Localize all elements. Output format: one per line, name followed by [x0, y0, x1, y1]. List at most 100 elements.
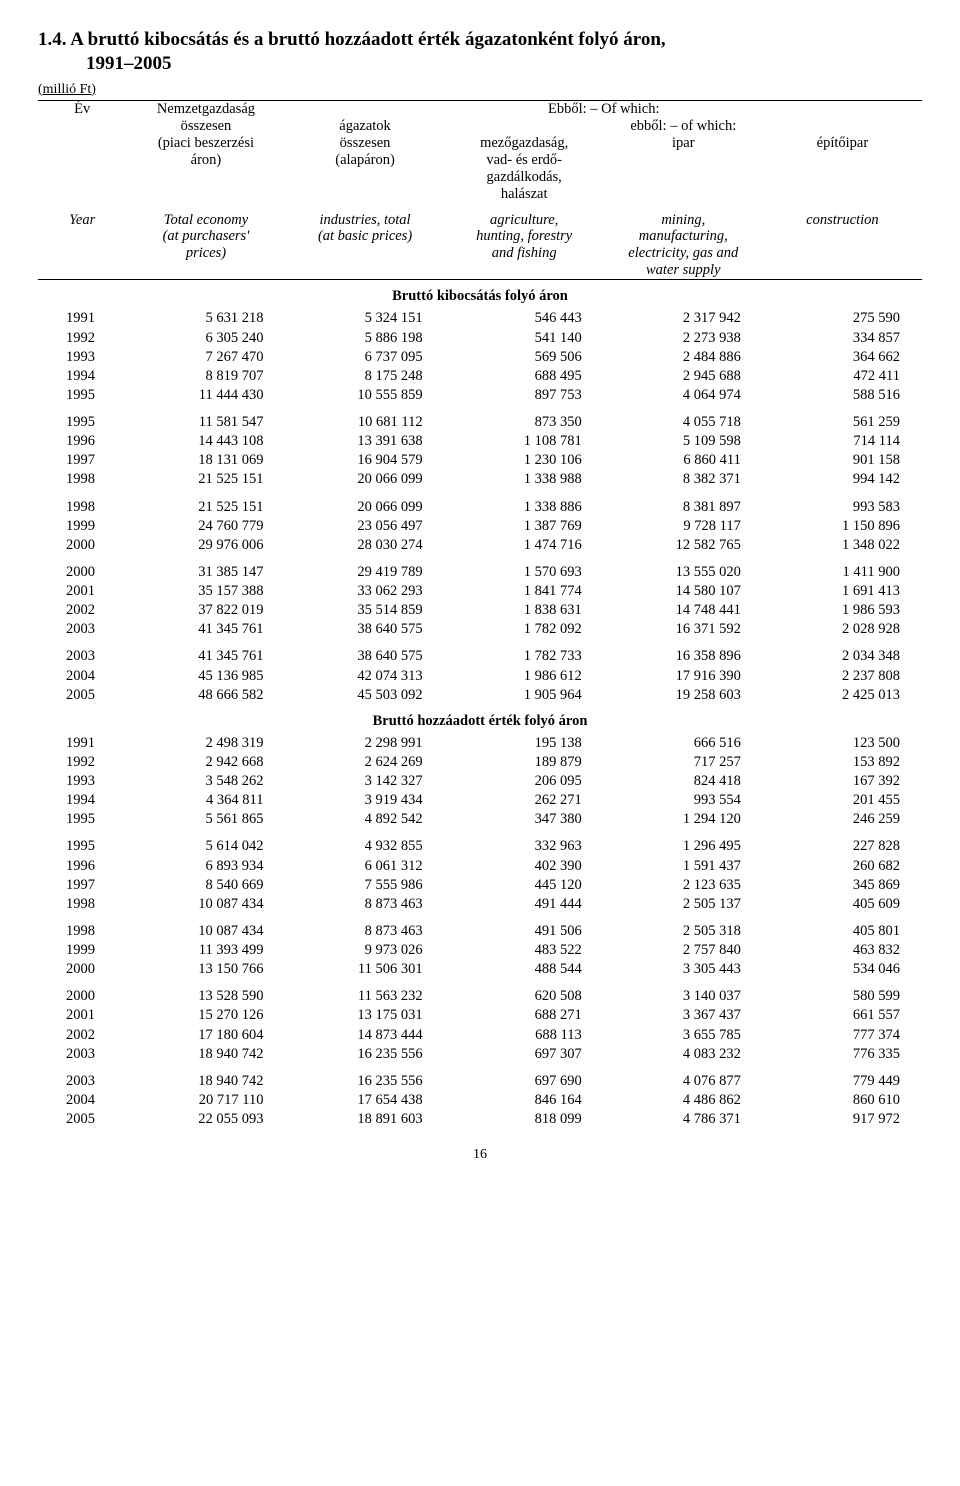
value-cell: 2 425 013 [763, 686, 922, 705]
value-cell: 16 371 592 [604, 620, 763, 639]
value-cell: 18 131 069 [126, 451, 285, 470]
table-row: 200420 717 11017 654 438846 1644 486 862… [38, 1091, 922, 1110]
table-row: 19922 942 6682 624 269189 879717 257153 … [38, 753, 922, 772]
year-cell: 1998 [38, 470, 126, 489]
value-cell: 1 150 896 [763, 517, 922, 536]
table-row: 199810 087 4348 873 463491 5062 505 3184… [38, 914, 922, 941]
main-table: Év Nemzetgazdaság Ebből: – Of which: öss… [38, 100, 922, 1130]
table-row: 199511 444 43010 555 859897 7534 064 974… [38, 386, 922, 405]
hdr-totecon2: (at purchasers' [126, 228, 285, 245]
value-cell: 31 385 147 [126, 555, 285, 582]
year-cell: 1994 [38, 791, 126, 810]
value-cell: 483 522 [445, 941, 604, 960]
year-cell: 2004 [38, 667, 126, 686]
value-cell: 534 046 [763, 960, 922, 979]
value-cell: 18 940 742 [126, 1045, 285, 1064]
value-cell: 2 237 808 [763, 667, 922, 686]
value-cell: 2 317 942 [604, 309, 763, 328]
value-cell: 4 083 232 [604, 1045, 763, 1064]
value-cell: 2 034 348 [763, 639, 922, 666]
value-cell: 11 581 547 [126, 405, 285, 432]
table-row: 199511 581 54710 681 112873 3504 055 718… [38, 405, 922, 432]
value-cell: 260 682 [763, 857, 922, 876]
value-cell: 11 506 301 [286, 960, 445, 979]
value-cell: 29 419 789 [286, 555, 445, 582]
value-cell: 21 525 151 [126, 470, 285, 489]
year-cell: 2005 [38, 1110, 126, 1129]
value-cell: 9 728 117 [604, 517, 763, 536]
hdr-mezo2: vad- és erdő- [445, 152, 604, 169]
year-cell: 2004 [38, 1091, 126, 1110]
value-cell: 666 516 [604, 734, 763, 753]
table-row: 199924 760 77923 056 4971 387 7699 728 1… [38, 517, 922, 536]
year-cell: 1997 [38, 876, 126, 895]
page-number: 16 [38, 1147, 922, 1163]
value-cell: 2 273 938 [604, 329, 763, 348]
value-cell: 873 350 [445, 405, 604, 432]
value-cell: 4 055 718 [604, 405, 763, 432]
value-cell: 1 338 988 [445, 470, 604, 489]
hdr-ipar: ipar [604, 135, 763, 152]
value-cell: 33 062 293 [286, 582, 445, 601]
value-cell: 1 905 964 [445, 686, 604, 705]
year-cell: 1994 [38, 367, 126, 386]
value-cell: 6 893 934 [126, 857, 285, 876]
value-cell: 345 869 [763, 876, 922, 895]
hdr-epito: építőipar [763, 135, 922, 152]
hdr-agr1: agriculture, [445, 203, 604, 229]
value-cell: 6 061 312 [286, 857, 445, 876]
hdr-nemzet2: összesen [126, 118, 285, 135]
value-cell: 12 582 765 [604, 536, 763, 555]
value-cell: 588 516 [763, 386, 922, 405]
value-cell: 620 508 [445, 979, 604, 1006]
value-cell: 332 963 [445, 829, 604, 856]
value-cell: 195 138 [445, 734, 604, 753]
year-cell: 1993 [38, 772, 126, 791]
table-row: 19912 498 3192 298 991195 138666 516123 … [38, 734, 922, 753]
value-cell: 824 418 [604, 772, 763, 791]
hdr-totecon3: prices) [126, 245, 285, 262]
year-cell: 1997 [38, 451, 126, 470]
value-cell: 38 640 575 [286, 620, 445, 639]
value-cell: 846 164 [445, 1091, 604, 1110]
value-cell: 153 892 [763, 753, 922, 772]
value-cell: 29 976 006 [126, 536, 285, 555]
value-cell: 3 548 262 [126, 772, 285, 791]
hdr-min4: water supply [604, 262, 763, 280]
table-row: 200548 666 58245 503 0921 905 96419 258 … [38, 686, 922, 705]
year-cell: 1992 [38, 753, 126, 772]
value-cell: 697 307 [445, 1045, 604, 1064]
hdr-year: Year [38, 203, 126, 229]
year-cell: 1996 [38, 857, 126, 876]
value-cell: 776 335 [763, 1045, 922, 1064]
table-row: 19955 561 8654 892 542347 3801 294 12024… [38, 810, 922, 829]
value-cell: 18 940 742 [126, 1064, 285, 1091]
value-cell: 189 879 [445, 753, 604, 772]
year-cell: 1995 [38, 386, 126, 405]
table-row: 200013 528 59011 563 232620 5083 140 037… [38, 979, 922, 1006]
value-cell: 7 555 986 [286, 876, 445, 895]
value-cell: 2 945 688 [604, 367, 763, 386]
value-cell: 688 495 [445, 367, 604, 386]
value-cell: 16 235 556 [286, 1045, 445, 1064]
year-cell: 2003 [38, 1064, 126, 1091]
value-cell: 2 757 840 [604, 941, 763, 960]
value-cell: 48 666 582 [126, 686, 285, 705]
value-cell: 1 782 092 [445, 620, 604, 639]
value-cell: 402 390 [445, 857, 604, 876]
value-cell: 18 891 603 [286, 1110, 445, 1129]
value-cell: 2 942 668 [126, 753, 285, 772]
value-cell: 13 175 031 [286, 1006, 445, 1025]
value-cell: 17 180 604 [126, 1026, 285, 1045]
value-cell: 1 782 733 [445, 639, 604, 666]
value-cell: 20 066 099 [286, 470, 445, 489]
value-cell: 2 028 928 [763, 620, 922, 639]
table-row: 19933 548 2623 142 327206 095824 418167 … [38, 772, 922, 791]
year-cell: 1999 [38, 517, 126, 536]
table-row: 19948 819 7078 175 248688 4952 945 68847… [38, 367, 922, 386]
value-cell: 546 443 [445, 309, 604, 328]
value-cell: 6 860 411 [604, 451, 763, 470]
value-cell: 688 271 [445, 1006, 604, 1025]
table-row: 200013 150 76611 506 301488 5443 305 443… [38, 960, 922, 979]
year-cell: 1999 [38, 941, 126, 960]
